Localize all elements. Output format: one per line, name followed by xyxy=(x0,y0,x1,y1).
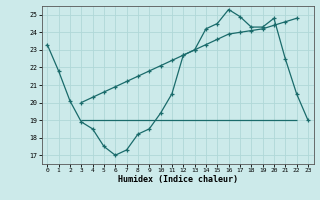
X-axis label: Humidex (Indice chaleur): Humidex (Indice chaleur) xyxy=(118,175,237,184)
